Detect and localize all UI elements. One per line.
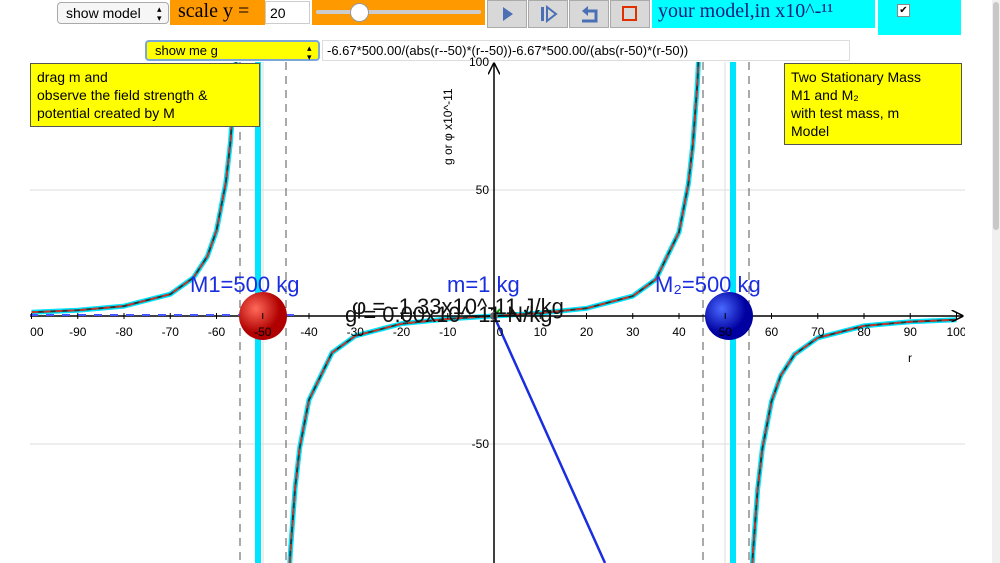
checkbox-area: ✔ [878,0,961,35]
quantity-select-text: show me g [155,43,218,58]
plot-area: -100 -90 -80 -70 -60 -50 -40 -30 -20 -10 0 10 20 30 40… [19,62,966,563]
x-tick-label: 70 [811,325,825,339]
x-tick-label: -20 [393,325,411,339]
x-tick-label: 40 [672,325,686,339]
x-tick-label: 100 [946,325,966,339]
y-tick-label: -50 [472,437,490,451]
reset-button[interactable] [569,0,609,28]
y-ticks: 100 50 -50 [469,55,489,451]
readout: g = 0.00x10^-11 N/kg [345,302,552,327]
note-line: potential created by M [37,105,175,121]
mass-label: M₂=500 kg [655,272,761,297]
note-line: Two Stationary Mass [791,69,921,85]
x-tick-label: 90 [904,325,918,339]
formula: -6.67*500.00/(abs(r--50)*(r--50))-6.67*5… [322,40,850,61]
y-tick-label: 50 [476,183,490,197]
model-select-text: show model [66,5,141,21]
x-tick-label: -70 [162,325,180,339]
scrollbar [992,0,1000,563]
x-tick-label: -60 [208,325,226,339]
scale-input[interactable]: 20 [265,1,310,24]
x-tick-label: -40 [300,325,318,339]
x-tick-label: -100 [19,325,43,339]
x-tick-label: -80 [115,325,133,339]
model-text: your model,in x10^-¹¹ [652,0,875,28]
x-tick-label: -30 [347,325,365,339]
x-tick-label: 10 [534,325,548,339]
x-ticks: -100 -90 -80 -70 -60 -50 -40 -30 -20 -10 0 10 20 30 40… [19,313,966,339]
slider-knob[interactable] [350,3,369,22]
note-line: observe the field strength & [37,87,208,103]
mass-label: m=1 kg [447,272,520,297]
play-button[interactable] [487,0,527,28]
y-tick-label: 100 [469,55,489,69]
x-tick-label: 0 [497,325,504,339]
note-line: Model [791,123,830,139]
y-axis-label: g or φ x10^-11 [441,88,455,165]
right-note: Two Stationary Mass M1 and M₂ with test … [784,63,962,145]
x-tick-label: 20 [580,325,594,339]
x-tick-label: 50 [719,325,733,339]
x-tick-label: -10 [439,325,457,339]
x-axis-label: r [908,351,912,365]
force-line [492,315,607,563]
scrollbar-thumb[interactable] [993,2,999,230]
quantity-select[interactable]: show me g [145,40,320,62]
x-tick-label: 30 [626,325,640,339]
readout: φ = -1.33x10^-11 J/kg [352,294,564,319]
note-line: with test mass, m [791,105,900,121]
left-note: drag m and observe the field strength & … [30,63,260,127]
note-line: drag m and [37,69,108,85]
stop-button[interactable] [610,0,650,28]
step-button[interactable] [528,0,568,28]
x-tick-label: 80 [857,325,871,339]
mass-2[interactable] [705,292,753,340]
checkbox[interactable]: ✔ [897,4,910,17]
x-tick-label: 60 [765,325,779,339]
model-select[interactable]: show model [57,2,169,24]
mass-label: M1=500 kg [190,272,299,297]
slider[interactable] [312,0,485,25]
x-tick-label: -90 [69,325,87,339]
scale-label: scale y = [170,0,265,25]
note-line: M1 and M₂ [791,87,859,103]
slider-track [316,10,481,14]
x-tick-label: -50 [254,325,272,339]
